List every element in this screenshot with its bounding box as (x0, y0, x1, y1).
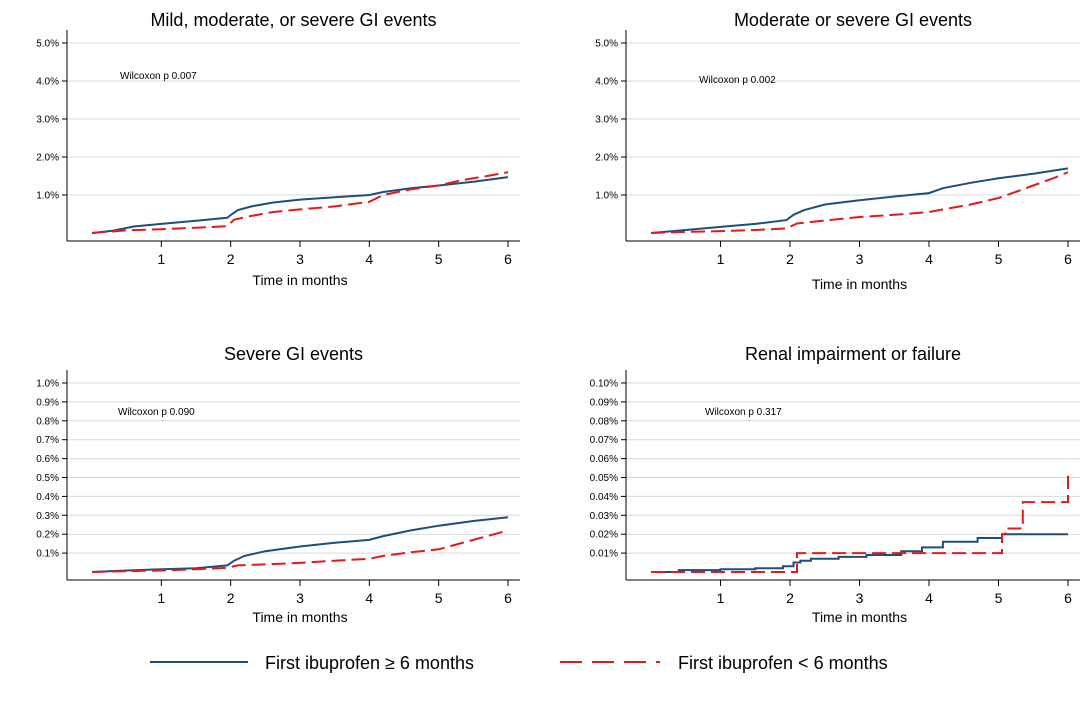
chart-title: Renal impairment or failure (745, 344, 961, 364)
y-tick-label: 0.09% (590, 397, 618, 408)
y-tick-label: 3.0% (595, 115, 618, 126)
y-tick-label: 0.10% (590, 379, 618, 390)
y-tick-label: 1.0% (595, 191, 618, 202)
x-axis-label: Time in months (812, 609, 907, 625)
chart-panel-0: Mild, moderate, or severe GI events 1.0% 2… (36, 10, 520, 288)
y-tick-label: 3.0% (36, 115, 59, 126)
y-tick-label: 0.02% (590, 530, 618, 541)
x-axis-label: Time in months (252, 272, 347, 288)
y-tick-label: 0.1% (36, 549, 59, 560)
y-tick-label: 1.0% (36, 379, 59, 390)
y-tick-label: 5.0% (595, 39, 618, 50)
x-tick-label: 3 (296, 251, 304, 267)
y-tick-label: 0.4% (36, 492, 59, 503)
series-line-1 (650, 171, 1069, 234)
chart-title: Severe GI events (224, 344, 363, 364)
y-tick-label: 0.5% (36, 473, 59, 484)
chart-panel-2: Severe GI events 0.1% 0.2% 0.3% 0.4% 0.5% 0.6%… (36, 344, 520, 625)
x-tick-label: 2 (786, 590, 794, 606)
wilcoxon-annotation: Wilcoxon p 0.002 (699, 75, 776, 86)
y-tick-label: 0.05% (590, 473, 618, 484)
series-line-1 (91, 171, 509, 234)
y-tick-label: 0.03% (590, 511, 618, 522)
x-tick-label: 1 (717, 251, 725, 267)
x-tick-label: 5 (995, 251, 1003, 267)
x-tick-label: 1 (157, 251, 165, 267)
y-tick-label: 4.0% (36, 77, 59, 88)
x-tick-label: 2 (786, 251, 794, 267)
x-tick-label: 4 (365, 251, 373, 267)
wilcoxon-annotation: Wilcoxon p 0.007 (120, 71, 197, 82)
y-tick-label: 5.0% (36, 39, 59, 50)
x-tick-label: 1 (717, 590, 725, 606)
x-tick-label: 5 (995, 590, 1003, 606)
y-tick-label: 0.2% (36, 530, 59, 541)
series-line-1 (91, 529, 509, 573)
x-tick-label: 4 (925, 251, 933, 267)
y-tick-label: 0.8% (36, 416, 59, 427)
wilcoxon-annotation: Wilcoxon p 0.090 (118, 407, 195, 418)
x-tick-label: 2 (227, 251, 235, 267)
y-tick-label: 0.08% (590, 416, 618, 427)
legend-label-series-1: First ibuprofen < 6 months (678, 653, 888, 673)
x-tick-label: 6 (504, 251, 512, 267)
x-tick-label: 1 (157, 590, 165, 606)
series-line-0 (91, 176, 509, 234)
y-tick-label: 0.3% (36, 511, 59, 522)
x-tick-label: 6 (504, 590, 512, 606)
y-tick-label: 0.07% (590, 435, 618, 446)
y-tick-label: 0.04% (590, 492, 618, 503)
x-tick-label: 3 (856, 590, 864, 606)
wilcoxon-annotation: Wilcoxon p 0.317 (705, 407, 782, 418)
y-tick-label: 0.9% (36, 397, 59, 408)
x-tick-label: 4 (365, 590, 373, 606)
x-tick-label: 2 (227, 590, 235, 606)
series-line-0 (650, 167, 1069, 234)
y-tick-label: 2.0% (595, 153, 618, 164)
chart-title: Mild, moderate, or severe GI events (150, 10, 436, 30)
y-tick-label: 0.01% (590, 549, 618, 560)
y-tick-label: 0.06% (590, 454, 618, 465)
x-tick-label: 3 (296, 590, 304, 606)
y-tick-label: 0.7% (36, 435, 59, 446)
y-tick-label: 2.0% (36, 153, 59, 164)
x-tick-label: 6 (1064, 251, 1072, 267)
chart-title: Moderate or severe GI events (734, 10, 972, 30)
legend-label-series-0: First ibuprofen ≥ 6 months (265, 653, 474, 673)
chart-legend: First ibuprofen ≥ 6 months First ibuprof… (150, 653, 888, 673)
x-axis-label: Time in months (812, 276, 907, 292)
y-tick-label: 4.0% (595, 77, 618, 88)
chart-panel-1: Moderate or severe GI events 1.0% 2.0% 3.0%… (595, 10, 1080, 292)
y-tick-label: 0.6% (36, 454, 59, 465)
x-axis-label: Time in months (252, 609, 347, 625)
x-tick-label: 4 (925, 590, 933, 606)
chart-panels: Mild, moderate, or severe GI events 1.0% 2… (36, 10, 1080, 625)
x-tick-label: 5 (435, 251, 443, 267)
series-line-1 (651, 475, 1069, 573)
chart-panel-3: Renal impairment or failure 0.01% 0.02% 0.0… (590, 344, 1080, 625)
y-tick-label: 1.0% (36, 191, 59, 202)
series-line-0 (91, 516, 509, 573)
x-tick-label: 6 (1064, 590, 1072, 606)
x-tick-label: 3 (856, 251, 864, 267)
series-line-0 (651, 533, 1068, 573)
x-tick-label: 5 (435, 590, 443, 606)
